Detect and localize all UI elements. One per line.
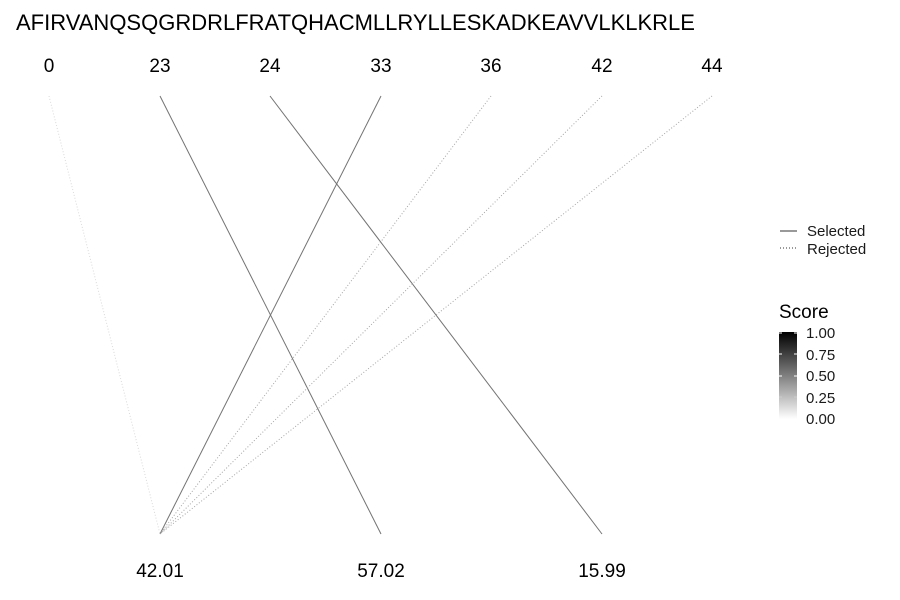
- rejected-connection-line: [159, 95, 713, 535]
- bottom-label: 57.02: [357, 561, 405, 582]
- score-tick-label: 0.75: [806, 347, 835, 364]
- sequence-title: AFIRVANQSQGRDRLFRATQHACMLLRYLLESKADKEAVV…: [16, 10, 695, 35]
- top-label: 33: [370, 56, 391, 77]
- top-label: 42: [591, 56, 612, 77]
- score-tick-label: 0.00: [806, 411, 835, 428]
- linetype-legend: Selected Rejected: [780, 223, 866, 258]
- rejected-connection-line: [159, 95, 603, 535]
- rejected-connection-line: [159, 95, 492, 535]
- score-tick-label: 1.00: [806, 325, 835, 342]
- score-legend: Score 1.00 0.75 0.50 0.25 0.00: [779, 302, 835, 428]
- score-legend-title: Score: [779, 302, 829, 323]
- selected-connection-line: [159, 95, 382, 535]
- top-label: 36: [480, 56, 501, 77]
- top-labels: 0 23 24 33 36 42 44: [44, 56, 723, 77]
- selected-connection-line: [269, 95, 603, 535]
- rejected-connection-line: [48, 95, 161, 535]
- bottom-labels: 42.01 57.02 15.99: [136, 561, 626, 582]
- top-label: 24: [259, 56, 281, 77]
- top-label: 0: [44, 56, 55, 77]
- score-tick-label: 0.25: [806, 390, 835, 407]
- score-tick-label: 0.50: [806, 368, 835, 385]
- bottom-label: 42.01: [136, 561, 184, 582]
- rejected-legend-label: Rejected: [807, 241, 866, 258]
- bottom-label: 15.99: [578, 561, 626, 582]
- selected-legend-label: Selected: [807, 223, 865, 240]
- score-colorbar: [779, 332, 797, 419]
- top-label: 44: [701, 56, 723, 77]
- top-label: 23: [149, 56, 170, 77]
- connector-lines: [48, 95, 713, 535]
